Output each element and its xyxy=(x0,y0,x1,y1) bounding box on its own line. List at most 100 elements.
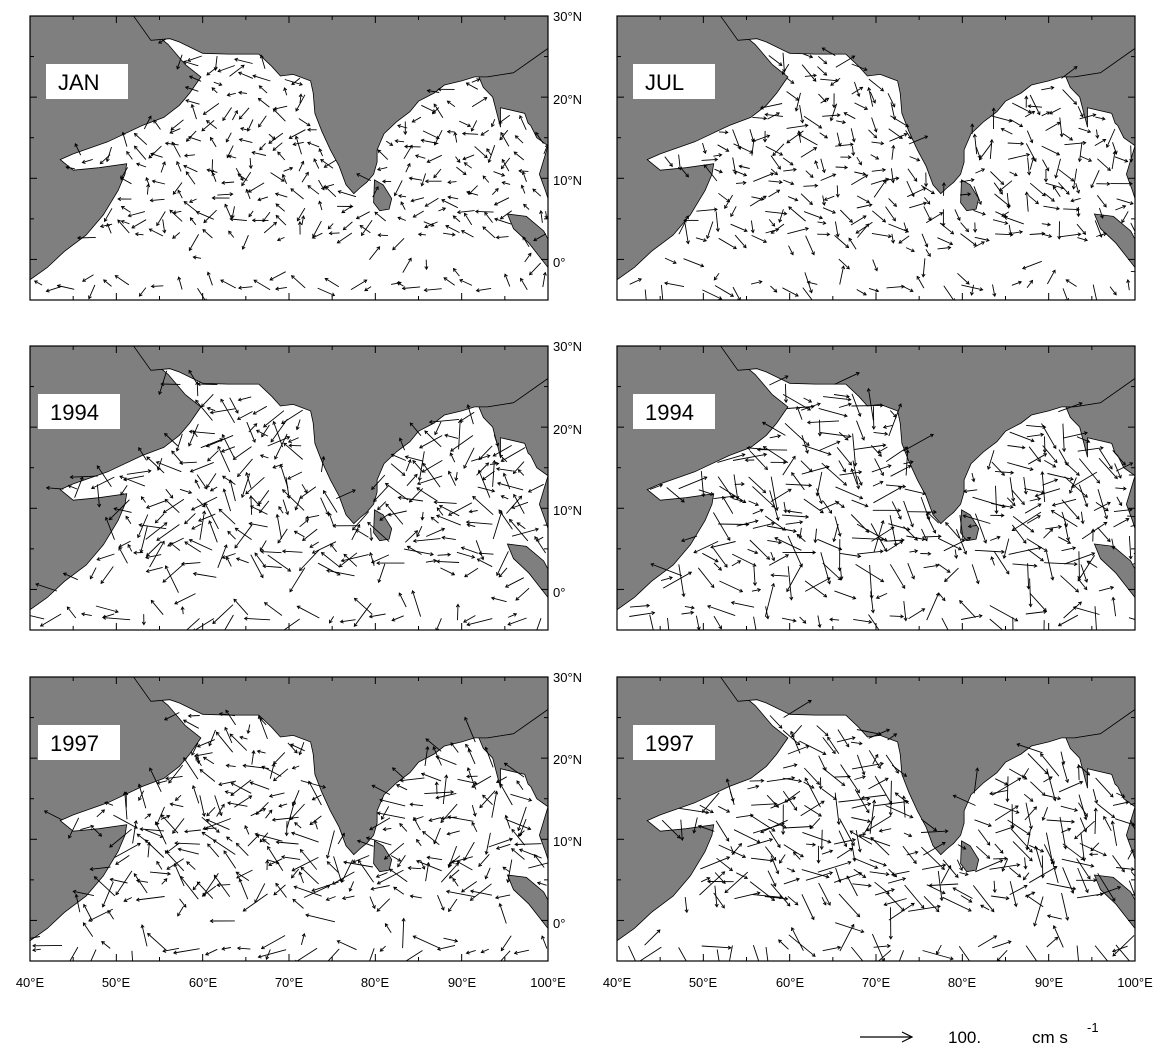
vector-arrow xyxy=(1090,170,1100,188)
vector-arrow xyxy=(288,437,299,443)
vector-arrow xyxy=(317,287,335,296)
vector-arrow xyxy=(480,129,489,136)
vector-arrowhead xyxy=(495,442,500,447)
vector-arrowhead xyxy=(1042,449,1047,454)
vector-arrowhead xyxy=(377,579,382,584)
vector-arrowhead xyxy=(239,177,244,182)
vector-arrowhead xyxy=(495,467,500,472)
vector-arrowhead xyxy=(954,874,959,879)
vector-arrow xyxy=(120,167,128,179)
vector-arrow xyxy=(275,203,285,212)
vector-arrow xyxy=(713,512,731,541)
vector-arrowhead xyxy=(241,182,245,187)
vector-arrowhead xyxy=(1085,889,1089,894)
vector-arrow xyxy=(840,764,860,793)
vector-arrowhead xyxy=(274,192,279,197)
vector-arrow xyxy=(854,789,870,813)
vector-arrowhead xyxy=(397,863,401,868)
vector-arrow xyxy=(156,211,166,226)
vector-arrow xyxy=(1044,794,1061,800)
vector-arrowhead xyxy=(750,229,755,234)
vector-arrowhead xyxy=(146,183,151,188)
vector-arrowhead xyxy=(281,855,286,860)
vector-arrowhead xyxy=(875,288,880,293)
vector-arrow xyxy=(427,90,440,93)
vector-arrowhead xyxy=(1025,846,1030,851)
vector-arrowhead xyxy=(866,969,869,972)
vector-arrowhead xyxy=(991,107,996,112)
vector-arrowhead xyxy=(1091,528,1096,533)
vector-arrow xyxy=(505,815,511,829)
vector-arrowhead xyxy=(973,242,977,247)
vector-arrowhead xyxy=(288,135,293,139)
vector-arrow xyxy=(783,844,804,858)
vector-arrow xyxy=(1029,94,1041,115)
vector-arrowhead xyxy=(945,521,949,526)
vector-arrowhead xyxy=(138,523,143,528)
vector-arrow xyxy=(90,866,111,870)
vector-arrowhead xyxy=(726,856,731,860)
vector-arrowhead xyxy=(409,422,414,427)
vector-arrow xyxy=(172,232,181,239)
vector-arrow xyxy=(1059,816,1067,849)
vector-arrowhead xyxy=(1021,265,1027,270)
vector-arrow xyxy=(227,531,236,540)
vector-arrow xyxy=(731,560,741,567)
vector-arrow xyxy=(543,524,548,526)
vector-arrow xyxy=(291,868,300,879)
vector-arrowhead xyxy=(275,214,280,219)
vector-arrow xyxy=(873,800,909,807)
vector-arrow xyxy=(805,170,814,178)
vector-arrow xyxy=(1077,554,1095,582)
vector-arrow xyxy=(494,197,510,206)
vector-arrowhead xyxy=(1061,760,1066,765)
vector-arrowhead xyxy=(533,853,538,858)
vector-arrow xyxy=(300,780,326,788)
vector-arrowhead xyxy=(778,218,783,223)
vector-arrowhead xyxy=(245,490,250,495)
vector-arrow xyxy=(156,780,168,784)
vector-arrow xyxy=(1006,193,1010,209)
vector-arrow xyxy=(662,571,692,589)
vector-arrowhead xyxy=(1052,445,1057,450)
vector-arrowhead xyxy=(924,183,929,188)
vector-arrowhead xyxy=(318,200,323,205)
vector-arrow xyxy=(510,793,532,801)
vector-arrowhead xyxy=(845,394,850,399)
vector-arrow xyxy=(923,564,939,569)
vector-arrow xyxy=(214,795,222,816)
vector-arrowhead xyxy=(486,454,491,459)
vector-arrowhead xyxy=(882,218,887,223)
vector-arrowhead xyxy=(784,375,789,380)
vector-arrow xyxy=(1112,945,1128,952)
vector-arrow xyxy=(115,855,130,865)
vector-arrow xyxy=(904,884,925,909)
vector-arrowhead xyxy=(249,505,254,510)
vector-arrowhead xyxy=(895,176,900,181)
vector-arrowhead xyxy=(259,574,264,579)
vector-arrowhead xyxy=(933,827,938,832)
vector-arrow xyxy=(695,237,707,242)
vector-arrow xyxy=(1012,563,1037,567)
vector-arrow xyxy=(1077,447,1104,452)
vector-arrow xyxy=(782,764,797,769)
vector-arrowhead xyxy=(900,907,905,912)
vector-arrowhead xyxy=(713,207,718,212)
vector-arrowhead xyxy=(154,519,159,524)
vector-arrow xyxy=(1028,866,1058,884)
vector-arrow xyxy=(753,172,774,182)
vector-arrowhead xyxy=(408,176,413,181)
vector-arrow xyxy=(1012,231,1023,234)
vector-arrowhead xyxy=(385,503,390,508)
vector-arrow xyxy=(872,481,883,487)
vector-arrowhead xyxy=(650,562,655,567)
vector-arrow xyxy=(922,864,946,870)
vector-arrow xyxy=(485,832,491,855)
vector-arrow xyxy=(1103,816,1112,832)
vector-arrowhead xyxy=(158,40,163,44)
vector-arrowhead xyxy=(1108,465,1113,470)
vector-arrowhead xyxy=(763,239,768,243)
vector-arrowhead xyxy=(498,120,503,124)
vector-arrowhead xyxy=(809,824,813,829)
vector-arrowhead xyxy=(465,743,469,748)
